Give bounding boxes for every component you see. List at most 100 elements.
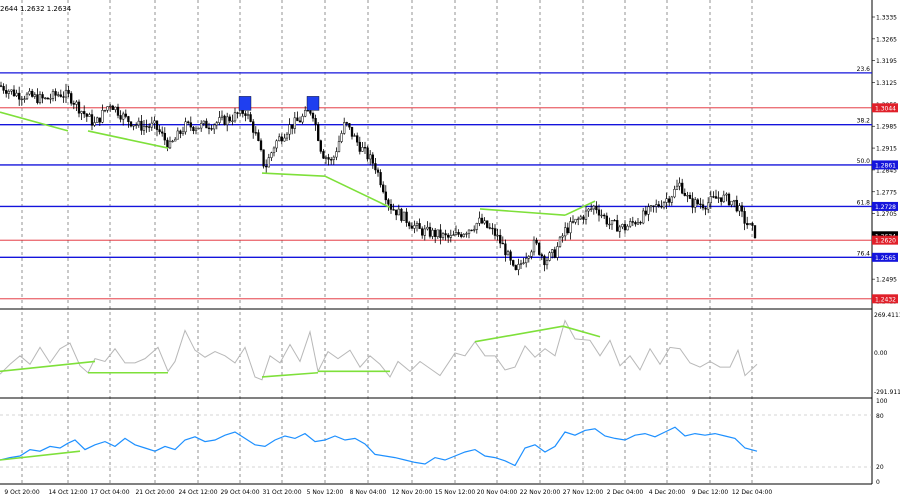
grid-lines xyxy=(0,0,873,485)
signal-marker xyxy=(306,96,320,111)
trend-line xyxy=(261,172,326,177)
candle-body xyxy=(478,217,481,224)
candle-body xyxy=(467,229,471,234)
candle-body xyxy=(384,191,387,201)
candle-body xyxy=(673,189,676,198)
candle-body xyxy=(400,208,403,221)
candle-body xyxy=(577,218,580,220)
candle-body xyxy=(18,92,21,100)
candle-body xyxy=(358,141,361,152)
candle-body xyxy=(605,215,608,225)
candle-body xyxy=(551,249,554,254)
candle-body xyxy=(626,225,629,231)
candle-body xyxy=(512,260,515,266)
candle-body xyxy=(423,228,426,236)
cci-trend-line xyxy=(261,371,319,378)
candle-body xyxy=(275,140,278,149)
time-tick-label: 8 Nov 04:00 xyxy=(350,489,387,496)
cci-tick-label: -291.9116 xyxy=(874,389,900,396)
candle-body xyxy=(740,205,744,212)
rsi-panel xyxy=(0,426,758,467)
candle-body xyxy=(504,243,507,256)
candle-body xyxy=(647,206,650,215)
candle-body xyxy=(7,90,10,94)
candle-body xyxy=(330,159,333,161)
candle-body xyxy=(298,120,302,123)
candle-body xyxy=(603,214,606,217)
candle-body xyxy=(205,120,208,129)
candle-body xyxy=(712,196,715,198)
candle-body xyxy=(436,229,439,237)
candle-body xyxy=(535,239,538,244)
fib-level-label: 23.6 xyxy=(857,66,871,73)
fib-level-label: 38.2 xyxy=(857,118,871,125)
candle-body xyxy=(150,122,153,128)
signal-markers xyxy=(238,96,320,111)
candle-body xyxy=(283,137,286,142)
candle-body xyxy=(116,106,120,116)
candle-body xyxy=(413,225,416,229)
candle-body xyxy=(246,114,250,116)
trend-line xyxy=(87,130,169,149)
candle-body xyxy=(694,199,697,208)
candle-body xyxy=(519,263,523,265)
candle-body xyxy=(538,242,541,255)
fib-level-label: 76.4 xyxy=(857,250,871,257)
candle-body xyxy=(145,125,148,128)
candle-body xyxy=(410,225,413,229)
fibonacci-levels: 23.6 38.2 50.0 61.8 76.4 xyxy=(0,66,872,258)
candle-body xyxy=(163,132,166,141)
candle-body xyxy=(218,117,221,123)
candle-body xyxy=(12,89,16,97)
candle-body xyxy=(431,229,434,237)
candle-body xyxy=(257,132,260,141)
candle-body xyxy=(441,233,445,238)
price-tag-label: 1.2565 xyxy=(875,255,896,262)
candle-body xyxy=(730,200,733,206)
candle-body xyxy=(324,157,328,159)
candle-body xyxy=(421,228,424,236)
candle-body xyxy=(569,221,572,234)
candle-body xyxy=(387,199,390,205)
candle-body xyxy=(460,234,463,237)
candle-body xyxy=(153,120,156,124)
candle-body xyxy=(475,223,478,230)
candle-body xyxy=(493,228,497,236)
candle-body xyxy=(223,115,226,125)
candle-body xyxy=(64,89,68,98)
candle-body xyxy=(639,221,642,224)
candle-body xyxy=(20,98,23,101)
candle-body xyxy=(272,147,276,154)
candle-body xyxy=(77,101,81,114)
candle-body xyxy=(5,90,8,94)
candle-body xyxy=(270,152,273,158)
candle-body xyxy=(751,223,754,226)
candle-body xyxy=(49,98,52,100)
candle-body xyxy=(743,211,746,224)
trend-lines xyxy=(0,111,596,216)
candle-body xyxy=(348,123,351,128)
candle-body xyxy=(665,198,668,203)
candle-body xyxy=(649,205,653,208)
candle-body xyxy=(54,91,57,96)
candle-body xyxy=(140,120,143,131)
candle-body xyxy=(439,229,442,238)
candle-body xyxy=(293,117,296,129)
time-tick-label: 21 Oct 20:00 xyxy=(135,489,174,496)
candle-body xyxy=(631,221,634,223)
candle-body xyxy=(480,217,484,224)
candle-body xyxy=(571,221,575,223)
candle-body xyxy=(610,219,614,225)
candle-body xyxy=(405,211,408,223)
candle-body xyxy=(426,226,429,230)
candle-body xyxy=(210,128,213,130)
candle-body xyxy=(361,147,364,152)
candle-body xyxy=(181,131,185,134)
candle-body xyxy=(595,205,598,211)
candle-body xyxy=(231,120,234,122)
price-tick-label: 1.2915 xyxy=(876,146,897,153)
candle-body xyxy=(122,113,125,120)
candle-body xyxy=(618,226,621,232)
candle-body xyxy=(501,242,504,245)
candle-body xyxy=(465,233,468,235)
